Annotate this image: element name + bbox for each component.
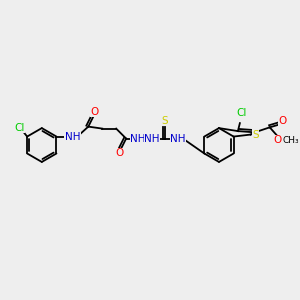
- Text: O: O: [278, 116, 287, 126]
- Text: S: S: [162, 116, 168, 126]
- Text: O: O: [90, 107, 98, 117]
- Text: O: O: [115, 148, 123, 158]
- Text: NH: NH: [130, 134, 146, 144]
- Text: Cl: Cl: [14, 123, 24, 133]
- Text: Cl: Cl: [237, 108, 247, 118]
- Text: CH₃: CH₃: [282, 136, 299, 145]
- Text: NH: NH: [64, 132, 80, 142]
- Text: O: O: [274, 135, 282, 145]
- Text: NH: NH: [170, 134, 186, 144]
- Text: NH: NH: [144, 134, 160, 144]
- Text: S: S: [252, 130, 259, 140]
